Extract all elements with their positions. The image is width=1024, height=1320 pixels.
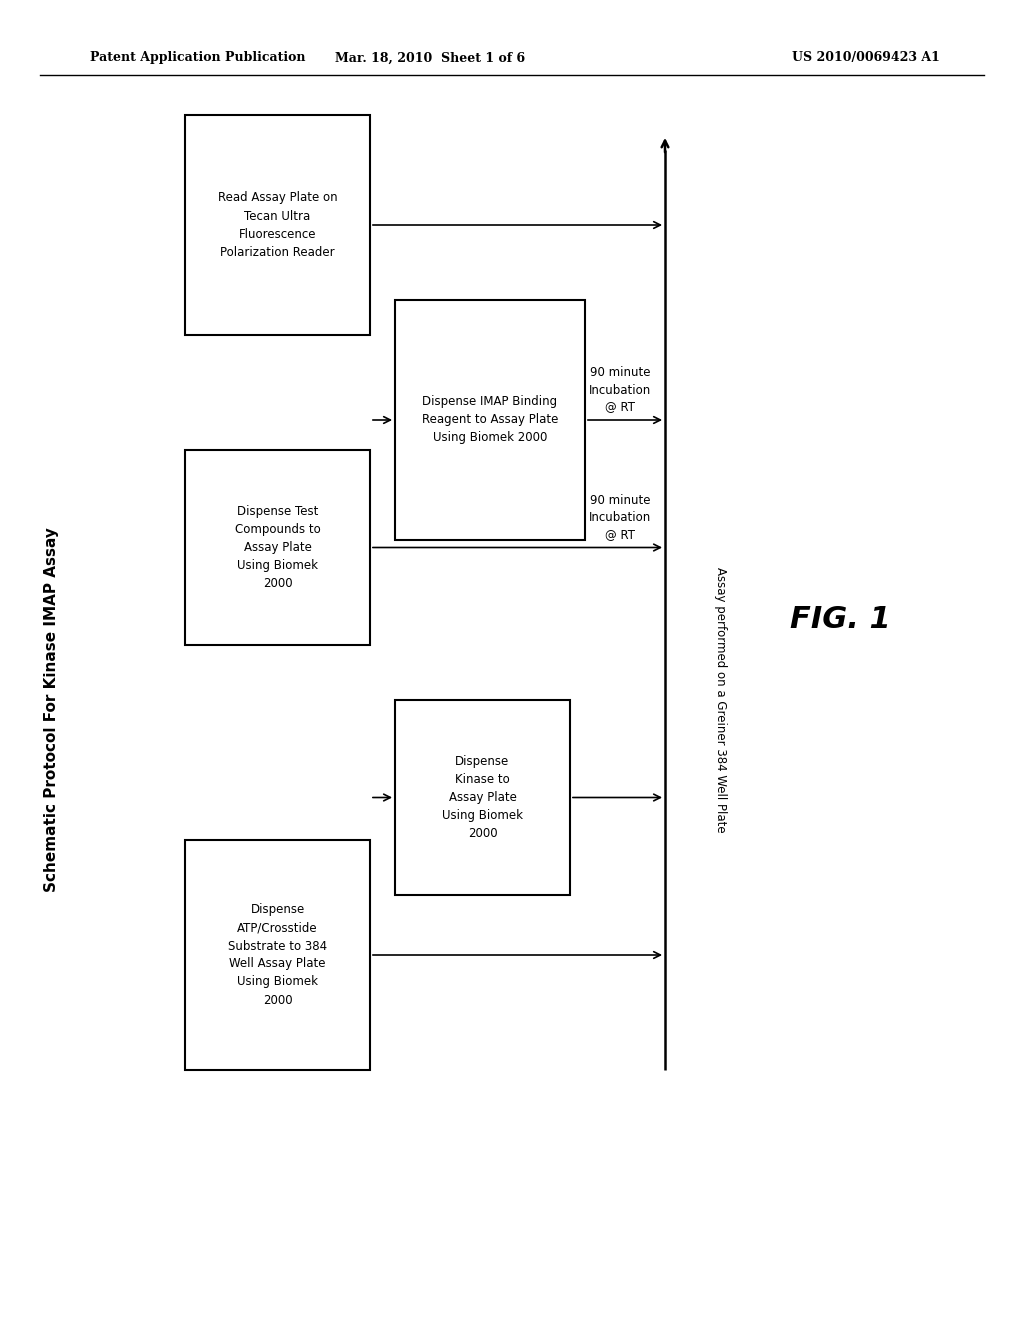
Bar <box>395 700 570 895</box>
Bar <box>395 300 585 540</box>
Text: Dispense Test
Compounds to
Assay Plate
Using Biomek
2000: Dispense Test Compounds to Assay Plate U… <box>234 506 321 590</box>
Text: 90 minute
Incubation
@ RT: 90 minute Incubation @ RT <box>589 494 651 541</box>
Bar <box>185 450 370 645</box>
Text: US 2010/0069423 A1: US 2010/0069423 A1 <box>793 51 940 65</box>
Bar <box>185 115 370 335</box>
Text: 90 minute
Incubation
@ RT: 90 minute Incubation @ RT <box>589 367 651 413</box>
Text: Patent Application Publication: Patent Application Publication <box>90 51 305 65</box>
Text: FIG. 1: FIG. 1 <box>790 606 891 635</box>
Text: Dispense
Kinase to
Assay Plate
Using Biomek
2000: Dispense Kinase to Assay Plate Using Bio… <box>442 755 523 840</box>
Text: Read Assay Plate on
Tecan Ultra
Fluorescence
Polarization Reader: Read Assay Plate on Tecan Ultra Fluoresc… <box>218 191 337 259</box>
Text: Mar. 18, 2010  Sheet 1 of 6: Mar. 18, 2010 Sheet 1 of 6 <box>335 51 525 65</box>
Bar <box>185 840 370 1071</box>
Text: Schematic Protocol For Kinase IMAP Assay: Schematic Protocol For Kinase IMAP Assay <box>44 528 59 892</box>
Text: Assay performed on a Greiner 384 Well Plate: Assay performed on a Greiner 384 Well Pl… <box>714 568 726 833</box>
Text: Dispense
ATP/Crosstide
Substrate to 384
Well Assay Plate
Using Biomek
2000: Dispense ATP/Crosstide Substrate to 384 … <box>228 903 327 1006</box>
Text: Dispense IMAP Binding
Reagent to Assay Plate
Using Biomek 2000: Dispense IMAP Binding Reagent to Assay P… <box>422 396 558 445</box>
